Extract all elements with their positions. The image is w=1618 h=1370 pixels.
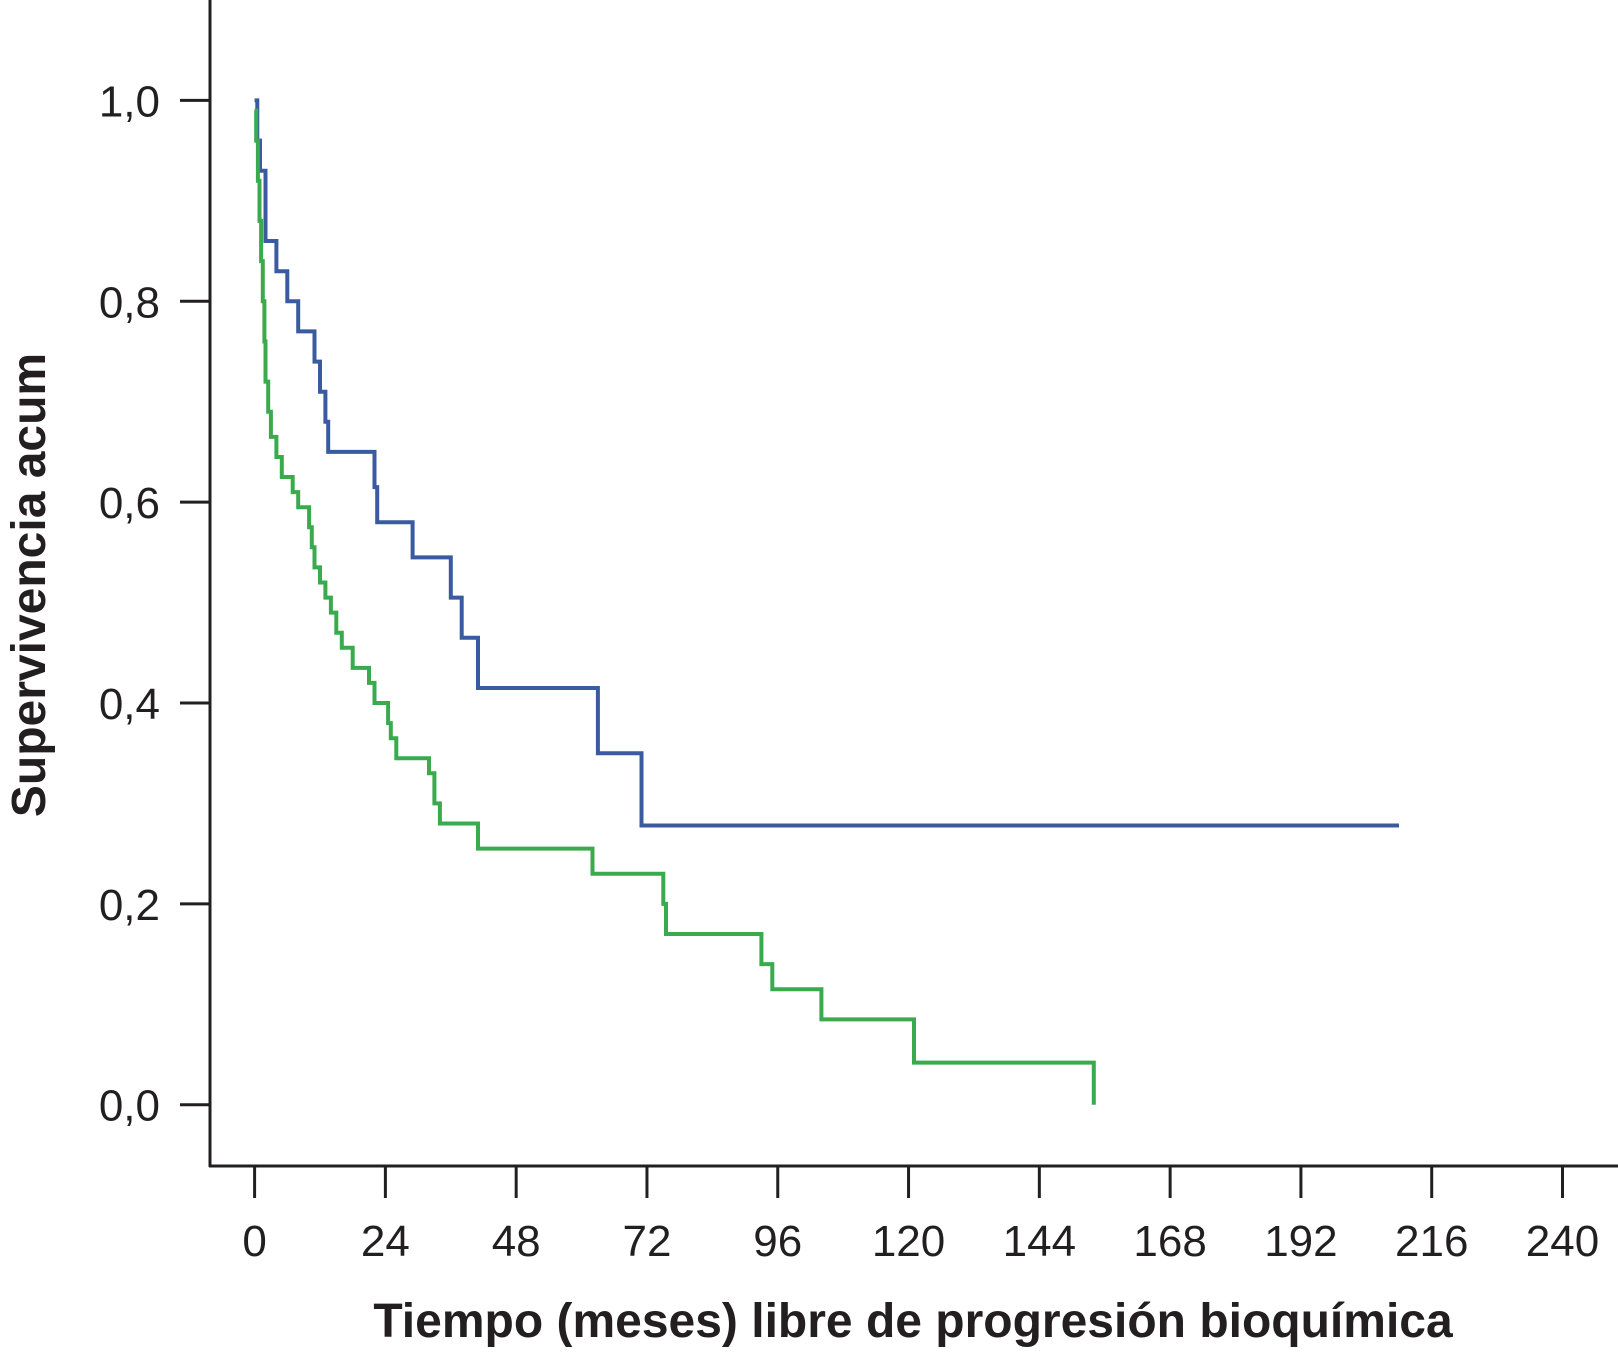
x-tick-label: 144 — [1003, 1217, 1076, 1266]
survival-curve-1 — [254, 98, 1399, 828]
x-tick-label: 24 — [361, 1217, 410, 1266]
x-tick-label: 240 — [1526, 1217, 1599, 1266]
x-tick-label: 168 — [1133, 1217, 1206, 1266]
x-tick-label: 216 — [1395, 1217, 1468, 1266]
series — [254, 98, 1399, 1105]
y-axis-title: Supervivencia acum — [3, 353, 56, 817]
y-tick-label: 0,6 — [99, 479, 160, 528]
y-tick-label: 1,0 — [99, 77, 160, 126]
axes — [208, 0, 1618, 1168]
x-tick-label: 96 — [753, 1217, 802, 1266]
y-tick-label: 0,2 — [99, 881, 160, 930]
x-tick-label: 48 — [492, 1217, 541, 1266]
y-tick-label: 0,4 — [99, 680, 160, 729]
x-tick-label: 120 — [872, 1217, 945, 1266]
y-tick-label: 0,8 — [99, 278, 160, 327]
x-axis-title: Tiempo (meses) libre de progresión bioqu… — [373, 1295, 1453, 1348]
x-tick-label: 0 — [242, 1217, 266, 1266]
survival-curve-2 — [254, 108, 1096, 1105]
ticks: 0 24 48 72 96 120 144 168 192 216 240 0,0 0,2 0,4 0,6 0… — [99, 77, 1599, 1266]
x-tick-label: 192 — [1264, 1217, 1337, 1266]
y-tick-label: 0,0 — [99, 1082, 160, 1131]
x-tick-label: 72 — [622, 1217, 671, 1266]
